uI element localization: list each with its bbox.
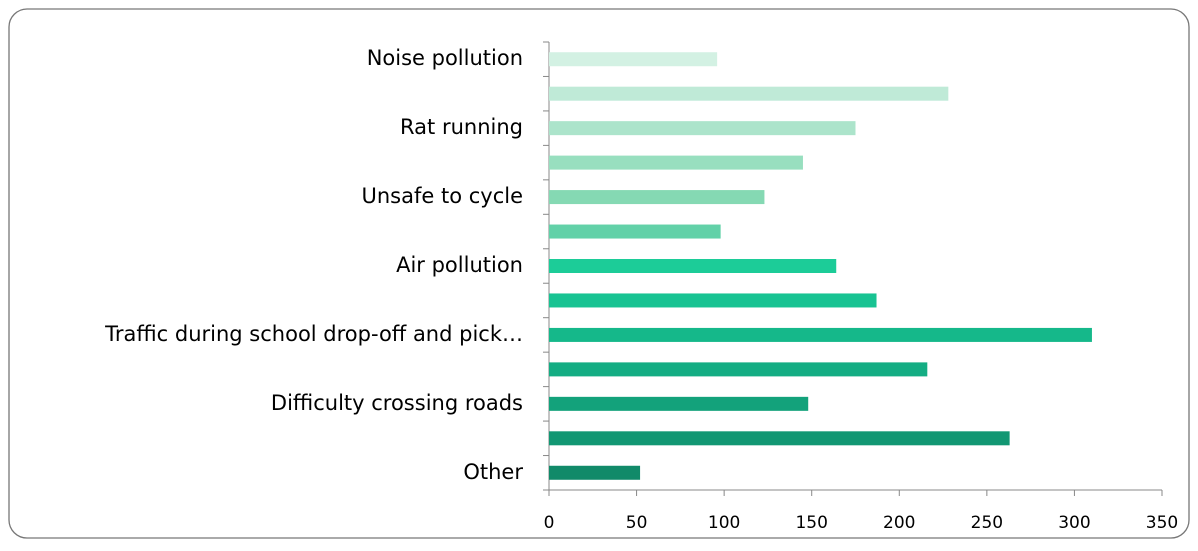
bar: [549, 362, 928, 377]
y-tick-label: Unsafe to cycle: [361, 184, 523, 208]
y-tick-label: Air pollution: [396, 253, 523, 277]
bar: [549, 431, 1010, 446]
bar: [549, 327, 1092, 342]
bar: [549, 259, 837, 273]
bar: [549, 293, 877, 308]
bar: [549, 465, 641, 480]
bar: [549, 155, 803, 170]
chart-frame: [8, 8, 1190, 539]
x-tick-label: 100: [708, 513, 740, 533]
bar: [549, 121, 856, 136]
y-tick-label: Rat running: [400, 115, 523, 139]
y-tick-label: Difficulty crossing roads: [271, 391, 523, 415]
x-tick-label: 50: [626, 513, 648, 533]
bar: [549, 190, 765, 205]
y-tick-label: Other: [463, 460, 523, 484]
x-tick-label: 0: [544, 513, 555, 533]
x-tick-label: 350: [1146, 513, 1178, 533]
x-tick-label: 250: [971, 513, 1003, 533]
x-tick-label: 150: [795, 513, 827, 533]
x-tick-label: 300: [1058, 513, 1090, 533]
bar: [549, 396, 809, 411]
bar: [549, 86, 949, 101]
x-tick-label: 200: [883, 513, 915, 533]
y-tick-label: Traffic during school drop-off and pick…: [104, 322, 523, 346]
y-tick-label: Noise pollution: [367, 46, 523, 70]
bar: [549, 224, 721, 239]
bar: [549, 52, 718, 67]
